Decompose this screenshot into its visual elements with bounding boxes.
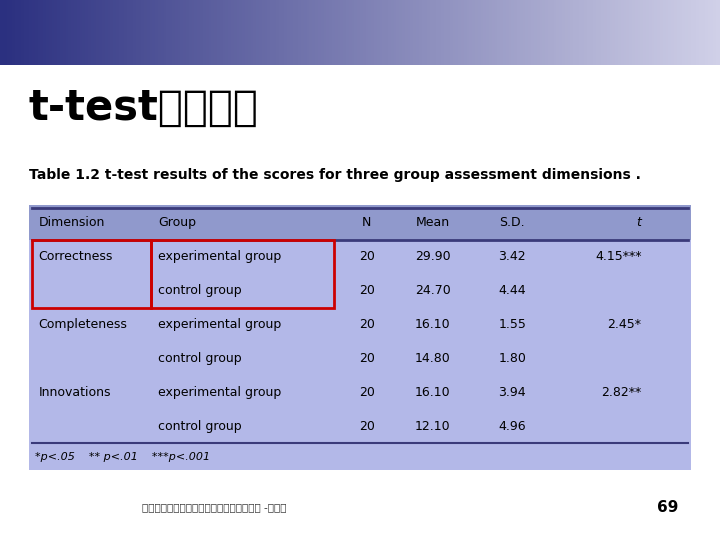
Text: Mean: Mean [416, 216, 450, 229]
Bar [29, 205, 691, 240]
Bar [32, 240, 151, 307]
Text: Completeness: Completeness [39, 318, 127, 331]
Text: t-test表格範例: t-test表格範例 [29, 87, 258, 129]
Text: S.D.: S.D. [500, 216, 525, 229]
Text: 4.96: 4.96 [498, 420, 526, 433]
Text: 20: 20 [359, 420, 374, 433]
Text: 20: 20 [359, 318, 374, 331]
Text: Correctness: Correctness [39, 250, 113, 263]
Text: 24.70: 24.70 [415, 284, 451, 297]
Text: control group: control group [158, 352, 242, 365]
Text: 29.90: 29.90 [415, 250, 451, 263]
Text: 69: 69 [657, 500, 678, 515]
Text: 數位學習的實驗設計、測量工具與數据呼現 -黃國秔: 數位學習的實驗設計、測量工具與數据呼現 -黃國秔 [142, 503, 287, 512]
Text: 20: 20 [359, 284, 374, 297]
Text: Innovations: Innovations [39, 386, 111, 399]
Bar [151, 240, 333, 307]
Text: control group: control group [158, 420, 242, 433]
Text: 4.44: 4.44 [498, 284, 526, 297]
Text: 16.10: 16.10 [415, 386, 451, 399]
Text: 3.42: 3.42 [498, 250, 526, 263]
Text: Group: Group [158, 216, 196, 229]
Text: 20: 20 [359, 352, 374, 365]
Text: 20: 20 [359, 386, 374, 399]
Text: 2.82**: 2.82** [601, 386, 642, 399]
Text: *p<.05    ** p<.01    ***p<.001: *p<.05 ** p<.01 ***p<.001 [35, 451, 210, 462]
Text: 3.94: 3.94 [498, 386, 526, 399]
Text: N: N [362, 216, 372, 229]
Text: 20: 20 [359, 250, 374, 263]
Text: 16.10: 16.10 [415, 318, 451, 331]
Text: Dimension: Dimension [39, 216, 105, 229]
Text: Table 1.2 t-test results of the scores for three group assessment dimensions .: Table 1.2 t-test results of the scores f… [29, 168, 641, 183]
Text: experimental group: experimental group [158, 386, 282, 399]
Text: experimental group: experimental group [158, 318, 282, 331]
Text: 14.80: 14.80 [415, 352, 451, 365]
Text: 1.55: 1.55 [498, 318, 526, 331]
Text: 2.45*: 2.45* [608, 318, 642, 331]
Text: 4.15***: 4.15*** [595, 250, 642, 263]
Text: experimental group: experimental group [158, 250, 282, 263]
Text: t: t [636, 216, 642, 229]
Text: 12.10: 12.10 [415, 420, 451, 433]
Text: 1.80: 1.80 [498, 352, 526, 365]
Text: control group: control group [158, 284, 242, 297]
